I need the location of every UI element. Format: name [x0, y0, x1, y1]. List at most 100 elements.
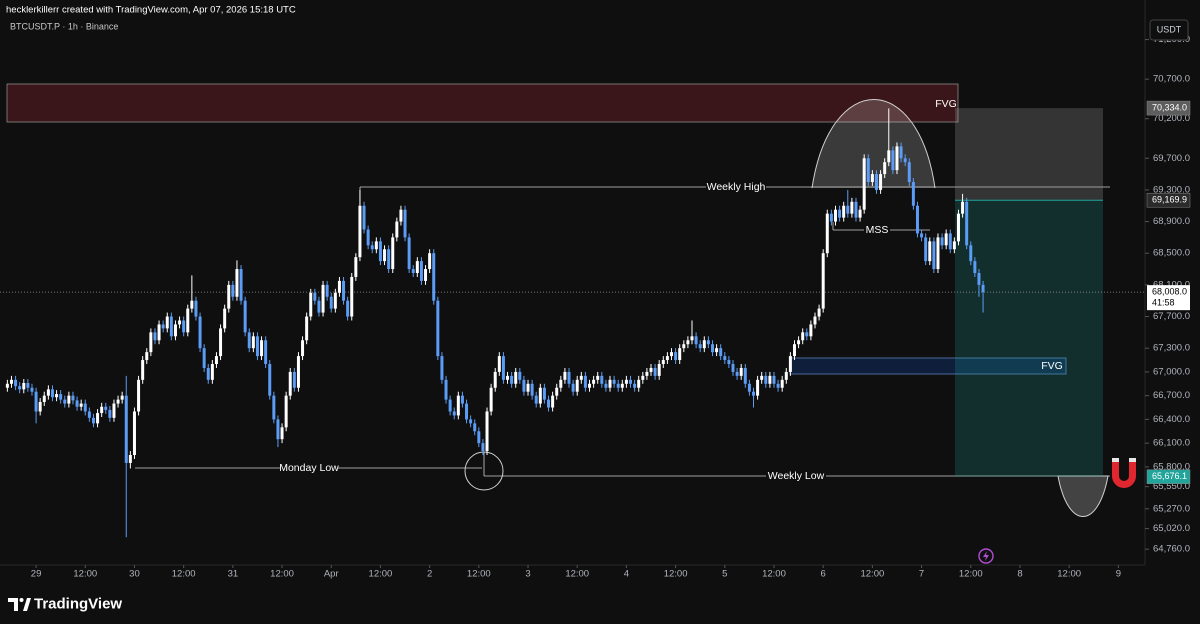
candle-body	[71, 395, 75, 401]
candle-body	[329, 296, 333, 309]
candle-body	[805, 332, 809, 337]
currency-box[interactable]	[1149, 19, 1189, 41]
y-tick-label: 67,000.0	[1153, 366, 1190, 377]
candle-body	[858, 209, 862, 218]
candle-body	[387, 249, 391, 270]
candle-body	[223, 308, 227, 329]
candle-body	[120, 395, 124, 400]
x-tick-label: 12:00	[73, 569, 97, 580]
candle-body	[616, 383, 620, 388]
candle-body	[821, 253, 825, 309]
candle-body	[551, 395, 555, 408]
candle-body	[948, 233, 952, 250]
candle-body	[227, 284, 231, 309]
candle-body	[186, 308, 190, 333]
price-label: 65,676.1	[1152, 471, 1187, 481]
candle-body	[38, 401, 42, 412]
position-tool	[0, 108, 1145, 477]
candle-body	[719, 348, 723, 357]
annotation: FVG	[1041, 360, 1063, 372]
y-tick-label: 65,800.0	[1153, 461, 1190, 472]
candle-body	[436, 300, 440, 357]
low-circle	[464, 451, 504, 491]
candle-body	[235, 269, 239, 297]
candle-body	[936, 237, 940, 270]
candle-body	[202, 348, 206, 368]
candle-body	[510, 375, 514, 384]
candle-body	[825, 213, 829, 254]
candle-body	[768, 375, 772, 384]
x-tick-label: Apr	[324, 569, 339, 580]
y-tick-label: 66,700.0	[1153, 390, 1190, 401]
x-tick-label: 8	[1017, 569, 1022, 580]
candle-body	[563, 371, 567, 380]
drawings	[6, 83, 1110, 517]
candle-body	[112, 403, 116, 418]
price-labels: 70,334.0 69,169.9 68,008.041:58 65,676.1	[1146, 100, 1191, 484]
currency[interactable]: USDT	[1157, 24, 1182, 34]
candle-body	[891, 150, 895, 171]
candle-body	[788, 356, 792, 372]
x-tick-label: 7	[919, 569, 924, 580]
y-tick-label: 65,550.0	[1153, 481, 1190, 492]
candle-body	[661, 360, 665, 365]
price-label-box	[1146, 192, 1191, 208]
price-label-box	[1147, 285, 1190, 311]
candle-body	[264, 340, 268, 365]
y-tick-label: 66,100.0	[1153, 438, 1190, 449]
candle-body	[276, 419, 280, 440]
candle-body	[682, 344, 686, 349]
candle-body	[526, 383, 530, 392]
candle-body	[96, 413, 100, 424]
x-tick-label: 29	[31, 569, 42, 580]
x-tick-label: 12:00	[664, 569, 688, 580]
y-tick-label: 67,300.0	[1153, 343, 1190, 354]
candle-body	[210, 364, 214, 380]
candle-body	[34, 391, 38, 412]
candle-body	[801, 332, 805, 341]
candle-body	[727, 360, 731, 365]
candle-body	[813, 316, 817, 325]
candle-body	[5, 383, 9, 388]
candle-body	[522, 379, 526, 392]
x-tick-label: 12:00	[959, 569, 983, 580]
candle-body	[739, 367, 743, 376]
candle-body	[30, 387, 34, 392]
brand-name: TradingView	[34, 595, 122, 612]
x-tick-label: 12:00	[565, 569, 589, 580]
footer	[0, 585, 1200, 624]
logo-part	[23, 598, 31, 611]
magnet-tip	[1112, 458, 1119, 462]
candle-body	[633, 383, 637, 388]
x-tick-label: 4	[624, 569, 629, 580]
alert-bolt	[983, 551, 989, 561]
annotation: Weekly High	[707, 181, 766, 193]
candle-body	[956, 213, 960, 242]
annotation: FVG	[935, 98, 957, 110]
candle-body	[583, 375, 587, 388]
candle-body	[137, 379, 141, 412]
candle-body	[165, 316, 169, 329]
candle-body	[358, 205, 362, 258]
candle-body	[743, 367, 747, 384]
candle-body	[272, 395, 276, 420]
axes: 71,200.070,700.070,200.069,700.069,300.0…	[31, 34, 1190, 579]
candle-body	[678, 348, 682, 361]
candle-body	[219, 328, 223, 357]
candle-body	[493, 371, 497, 388]
candle-body	[846, 205, 850, 214]
candle-body	[14, 379, 18, 387]
y-tick-label: 65,270.0	[1153, 503, 1190, 514]
x-tick-label: 9	[1116, 569, 1121, 580]
y-tick-label: 65,020.0	[1153, 523, 1190, 534]
candle-body	[198, 316, 202, 349]
x-tick-label: 31	[228, 569, 239, 580]
candle-body	[735, 371, 739, 376]
candle-body	[284, 395, 288, 428]
candle-body	[292, 371, 296, 388]
candle-body	[477, 431, 481, 444]
candle-body	[317, 300, 321, 313]
bottom-arc	[1057, 475, 1109, 517]
candle-body	[100, 406, 104, 414]
x-tick-label: 12:00	[762, 569, 786, 580]
